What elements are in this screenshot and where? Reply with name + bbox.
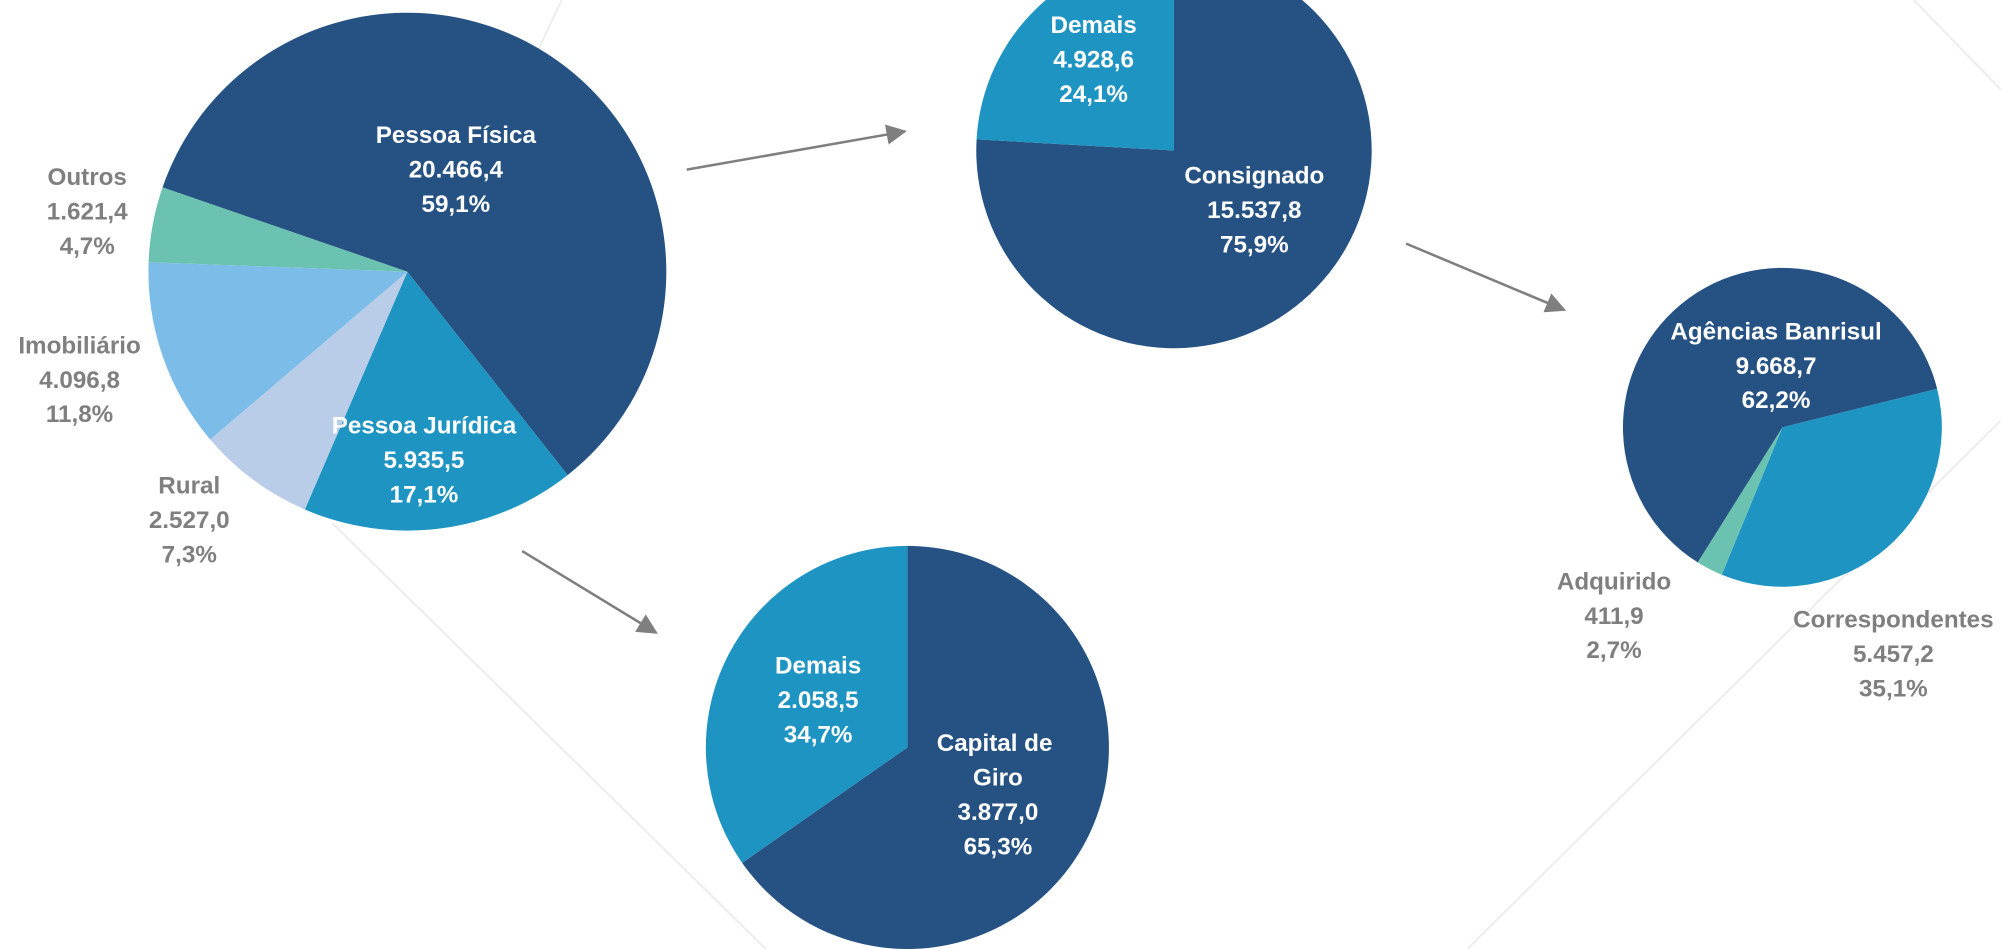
arrow — [521, 549, 658, 634]
slice-label: Agências Banrisul — [1670, 318, 1881, 345]
pie-slice — [705, 545, 908, 863]
slice-percent: 4,7% — [60, 233, 115, 260]
slice-percent: 34,7% — [784, 721, 853, 748]
slice-value: 20.466,4 — [409, 156, 504, 183]
slice-value: 15.537,8 — [1207, 197, 1301, 224]
pie-slice — [210, 271, 408, 510]
slice-percent: 11,8% — [46, 401, 113, 428]
slice-percent: 65,3% — [964, 834, 1033, 861]
slice-value: 2.527,0 — [149, 507, 230, 534]
label-line: Giro — [973, 765, 1023, 792]
slice-value: 5.935,5 — [384, 447, 465, 474]
slice-percent: 24,1% — [1059, 81, 1128, 108]
pie-slice — [742, 545, 1109, 949]
slice-label: Rural — [158, 473, 220, 500]
pie-slice — [1697, 427, 1783, 575]
slice-label: Pessoa Jurídica — [332, 413, 517, 440]
slice-label: Pessoa Física — [376, 122, 537, 149]
slice-percent: 17,1% — [390, 482, 459, 509]
slice-value: 3.877,0 — [958, 799, 1039, 826]
slice-label: Outros — [48, 164, 127, 191]
pie-slice — [976, 0, 1372, 349]
bg-line — [1913, 0, 2001, 90]
slice-value: 411,9 — [1584, 603, 1643, 630]
slice-value: 5.457,2 — [1853, 641, 1934, 668]
slice-percent: 2,7% — [1586, 637, 1641, 664]
slice-value: 4.928,6 — [1053, 47, 1134, 74]
pie-slice — [162, 12, 667, 476]
slice-label: Consignado — [1184, 163, 1324, 190]
slice-value: 9.668,7 — [1736, 353, 1817, 380]
pie-slice — [304, 271, 568, 531]
label-line: Capital de — [937, 730, 1059, 757]
pie-slice — [976, 0, 1174, 151]
slice-label: Adquirido — [1557, 568, 1671, 595]
pie-slice — [1721, 388, 1942, 587]
slice-label: Demais — [775, 653, 861, 680]
slice-percent: 59,1% — [422, 191, 491, 218]
arrows — [521, 124, 1567, 634]
pie-slice — [148, 262, 408, 440]
slice-percent: 7,3% — [162, 542, 217, 569]
slice-percent: 35,1% — [1859, 675, 1928, 702]
slice-percent: 75,9% — [1220, 232, 1289, 259]
pie-slice — [1622, 267, 1938, 563]
slice-percent: 62,2% — [1742, 387, 1811, 414]
slice-value: 2.058,5 — [778, 687, 859, 714]
slice-value: 4.096,8 — [39, 367, 120, 394]
slice-value: 1.621,4 — [47, 198, 128, 225]
slice-label: Capital de Giro — [937, 730, 1059, 791]
bg-line — [331, 522, 767, 949]
slice-label: Correspondentes — [1793, 607, 1994, 634]
slice-label: Demais — [1051, 12, 1137, 39]
arrow — [686, 124, 907, 171]
pie-slice — [148, 187, 408, 272]
arrow — [1405, 242, 1567, 313]
slice-label: Imobiliário — [18, 332, 140, 359]
